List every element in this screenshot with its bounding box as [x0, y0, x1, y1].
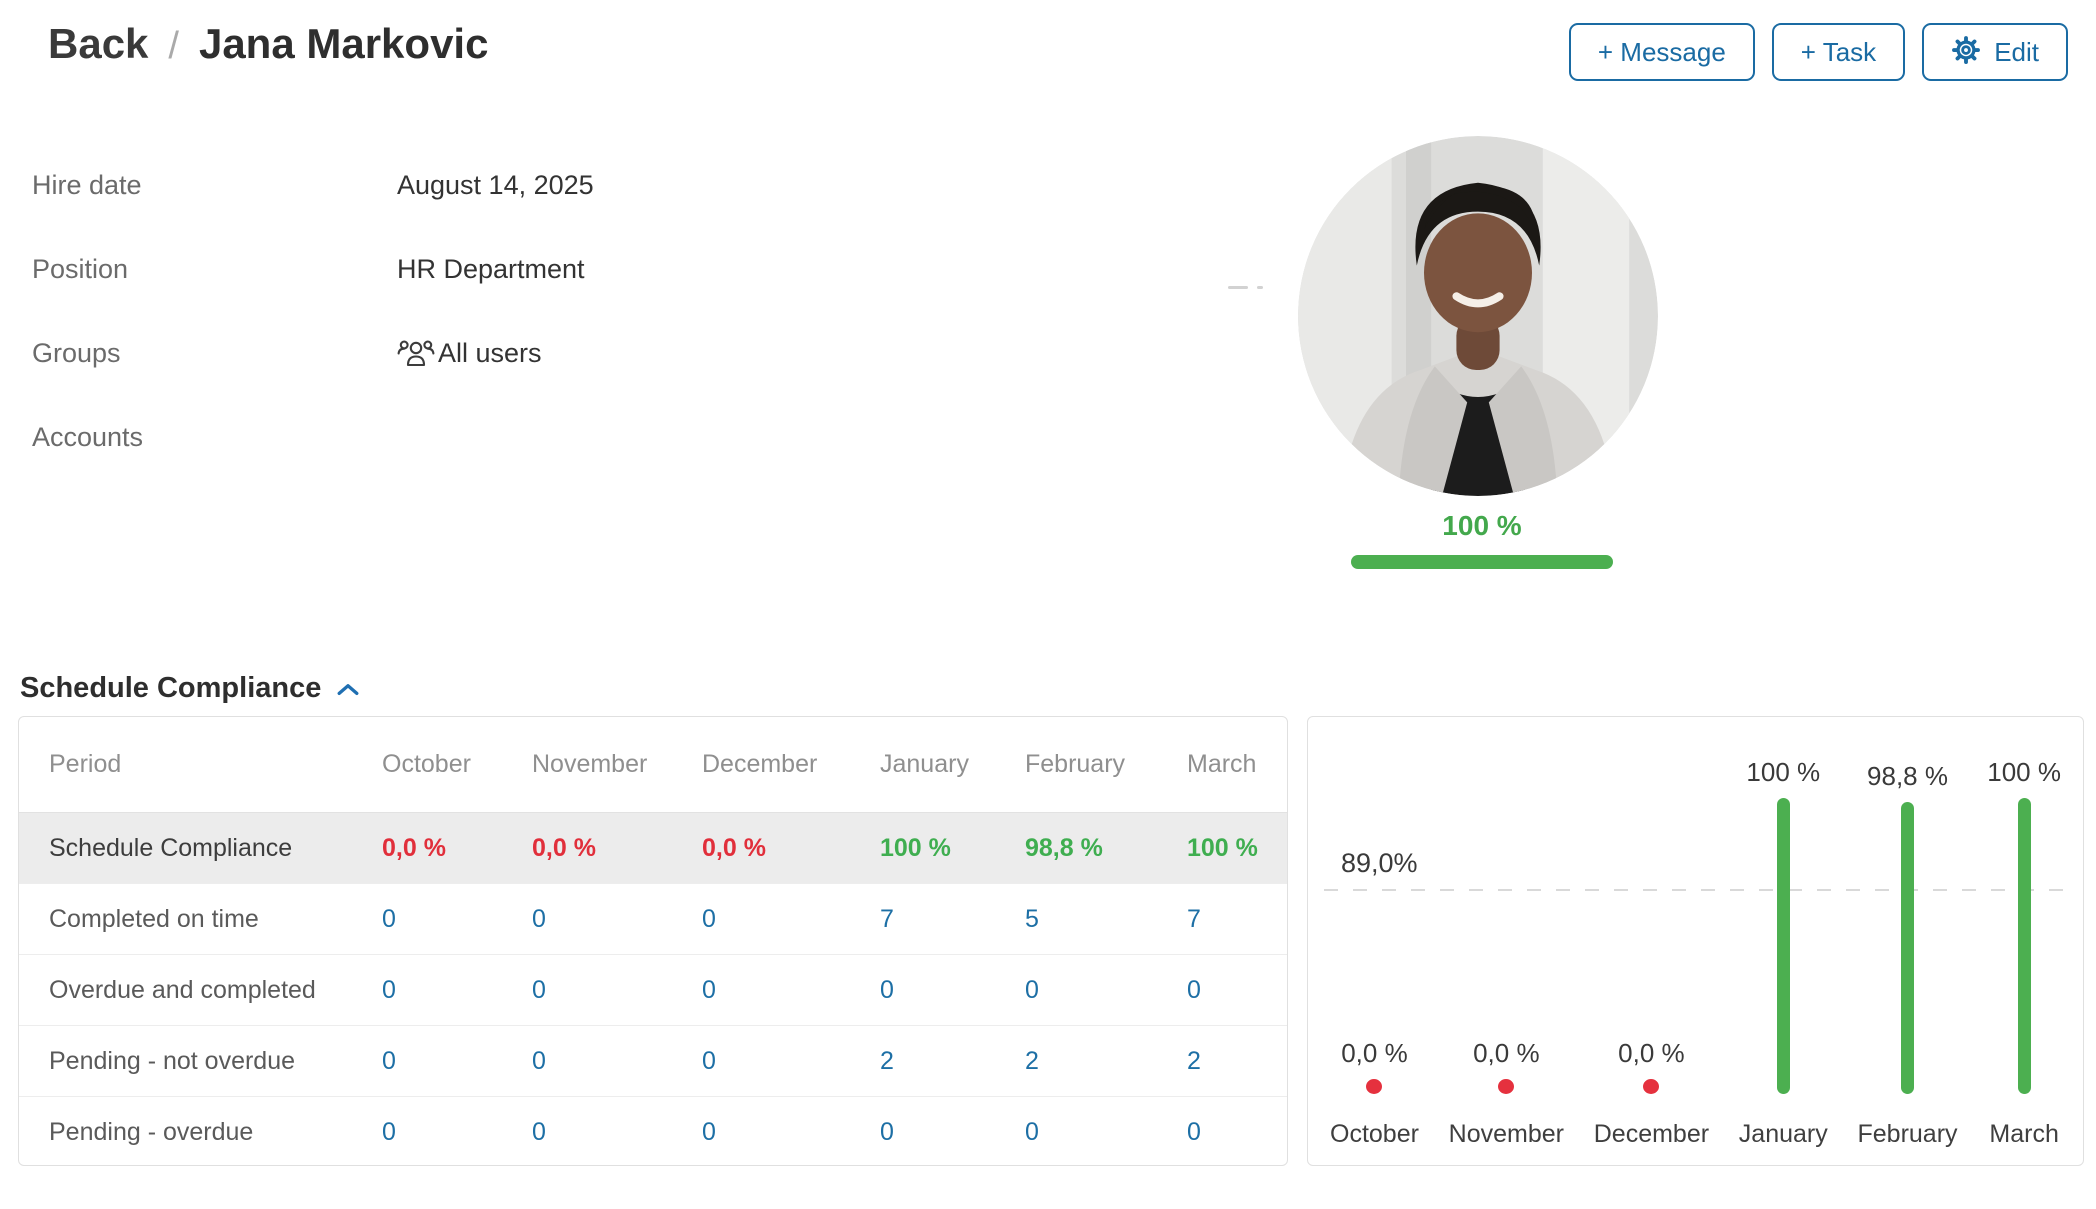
column-header-october: October [382, 750, 471, 778]
section-title: Schedule Compliance [20, 672, 322, 704]
count-link[interactable]: 0 [532, 975, 546, 1004]
count-link[interactable]: 7 [880, 904, 894, 933]
gear-icon [1951, 35, 1981, 69]
column-header-november: November [532, 750, 648, 778]
count-link[interactable]: 5 [1025, 904, 1039, 933]
chart-column-january: 100 % January [1738, 757, 1828, 1148]
chart-marker [1901, 802, 1914, 1094]
task-button[interactable]: + Task [1771, 23, 1906, 81]
header-actions: + Message + Task Edit [1568, 23, 2068, 81]
count-link[interactable]: 0 [880, 975, 894, 1004]
count-link[interactable]: 0 [532, 1046, 546, 1075]
count-link[interactable]: 0 [532, 1117, 546, 1146]
chart-marker [1498, 1079, 1515, 1094]
profile-fields: Hire date August 14, 2025 Position HR De… [32, 143, 594, 479]
field-position: Position HR Department [32, 253, 585, 284]
schedule-compliance-chart: 89,0% 0,0 % October 0,0 % November 0,0 %… [1307, 716, 2084, 1166]
count-link[interactable]: 0 [382, 975, 396, 1004]
chart-column-march: 100 % March [1987, 757, 2061, 1148]
field-accounts: Accounts [32, 421, 144, 452]
table-row-schedule-compliance: Schedule Compliance 0,0 % 0,0 % 0,0 % 10… [19, 812, 1287, 884]
score-value: 100 % [1442, 510, 1522, 541]
table-row-pending-overdue: Pending - overdue 0 0 0 0 0 0 [19, 1096, 1287, 1166]
chart-marker [1366, 1079, 1383, 1094]
breadcrumb: Back / Jana Markovic [48, 20, 488, 68]
count-link[interactable]: 0 [1187, 1117, 1201, 1146]
table-row-pending-not-overdue: Pending - not overdue 0 0 0 2 2 2 [19, 1025, 1287, 1097]
count-link[interactable]: 0 [702, 904, 716, 933]
page-title: Jana Markovic [198, 20, 489, 67]
chevron-up-icon[interactable] [337, 682, 359, 696]
schedule-compliance-section-header: Schedule Compliance [20, 672, 359, 705]
chart-column-october: 0,0 % October [1330, 1038, 1419, 1148]
count-link[interactable]: 0 [702, 1117, 716, 1146]
column-header-february: February [1025, 750, 1126, 778]
edit-button[interactable]: Edit [1922, 23, 2068, 81]
count-link[interactable]: 0 [1025, 975, 1039, 1004]
chart-column-february: 98,8 % February [1857, 761, 1958, 1148]
table-row-completed-on-time: Completed on time 0 0 0 7 5 7 [19, 883, 1287, 955]
faint-dash-artifact [1228, 286, 1263, 289]
chart-marker [1643, 1079, 1660, 1094]
score-progress-bar [1351, 555, 1613, 569]
avatar [1298, 136, 1658, 496]
column-header-period: Period [49, 750, 122, 778]
table-row-overdue-and-completed: Overdue and completed 0 0 0 0 0 0 [19, 954, 1287, 1026]
breadcrumb-separator: / [168, 25, 179, 67]
chart-column-december: 0,0 % December [1593, 1038, 1710, 1148]
table-header-row: Period October November December January… [19, 717, 1287, 813]
chart-marker [1776, 798, 1790, 1094]
count-link[interactable]: 0 [382, 904, 396, 933]
message-button[interactable]: + Message [1568, 23, 1755, 81]
count-link[interactable]: 0 [702, 1046, 716, 1075]
count-link[interactable]: 2 [1025, 1046, 1039, 1075]
schedule-compliance-table: Period October November December January… [19, 717, 1287, 1166]
column-header-january: January [880, 750, 969, 778]
count-link[interactable]: 0 [880, 1117, 894, 1146]
count-link[interactable]: 0 [702, 975, 716, 1004]
back-link[interactable]: Back [48, 20, 149, 67]
count-link[interactable]: 0 [382, 1046, 396, 1075]
count-link[interactable]: 2 [1187, 1046, 1201, 1075]
count-link[interactable]: 0 [382, 1117, 396, 1146]
field-hire-date: Hire date August 14, 2025 [32, 169, 594, 200]
threshold-label: 89,0% [1341, 848, 1418, 878]
chart-column-november: 0,0 % November [1448, 1038, 1564, 1148]
count-link[interactable]: 2 [880, 1046, 894, 1075]
chart-marker [2017, 798, 2031, 1094]
column-header-march: March [1187, 750, 1257, 778]
overall-score: 100 % [1351, 510, 1613, 569]
schedule-compliance-table-card: Period October November December January… [18, 716, 1288, 1166]
group-icon [397, 337, 435, 369]
count-link[interactable]: 0 [532, 904, 546, 933]
field-groups: Groups All users [32, 337, 542, 369]
column-header-december: December [702, 750, 818, 778]
threshold-dashed-line [1324, 889, 2067, 891]
count-link[interactable]: 7 [1187, 904, 1201, 933]
count-link[interactable]: 0 [1187, 975, 1201, 1004]
count-link[interactable]: 0 [1025, 1117, 1039, 1146]
chart-columns: 0,0 % October 0,0 % November 0,0 % Decem… [1308, 717, 2083, 1165]
